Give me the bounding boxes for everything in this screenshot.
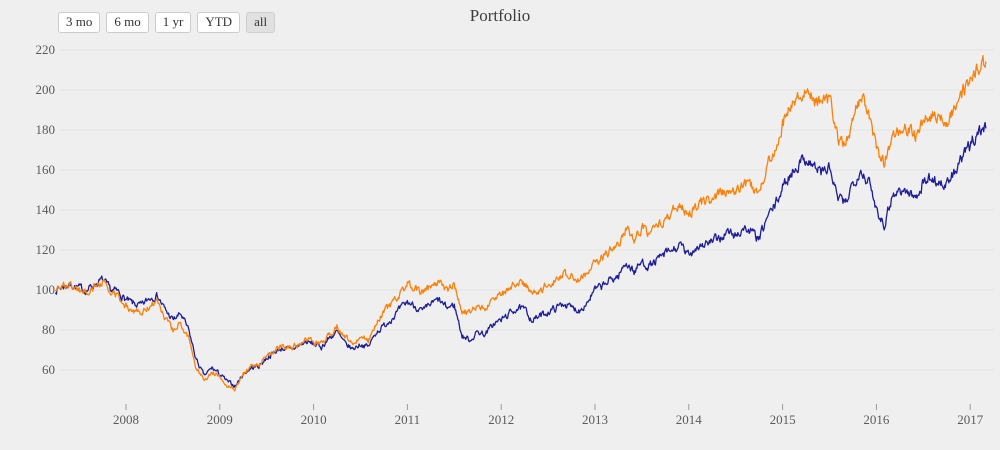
x-tick-label: 2010 (301, 412, 327, 427)
x-tick-label: 2013 (582, 412, 608, 427)
y-tick-label: 100 (36, 282, 56, 297)
x-tick-label: 2012 (488, 412, 514, 427)
range-button-ytd[interactable]: YTD (197, 12, 241, 33)
x-tick-label: 2011 (395, 412, 421, 427)
x-tick-label: 2015 (770, 412, 796, 427)
y-tick-label: 220 (36, 42, 56, 57)
x-tick-label: 2014 (676, 412, 703, 427)
y-tick-label: 120 (36, 242, 56, 257)
x-tick-label: 2017 (957, 412, 984, 427)
navy-line-series (55, 121, 987, 389)
orange-line-series (55, 54, 987, 392)
range-selector: 3 mo 6 mo 1 yr YTD all (58, 12, 276, 33)
x-tick-label: 2008 (113, 412, 139, 427)
range-button-3mo[interactable]: 3 mo (58, 12, 101, 33)
y-tick-label: 180 (36, 122, 56, 137)
chart-title: Portfolio (469, 6, 531, 25)
range-button-all[interactable]: all (246, 12, 276, 33)
y-tick-label: 80 (42, 322, 55, 337)
range-button-1yr[interactable]: 1 yr (154, 12, 192, 33)
y-tick-label: 160 (36, 162, 56, 177)
y-tick-label: 60 (42, 362, 55, 377)
x-tick-label: 2016 (863, 412, 890, 427)
y-tick-label: 200 (36, 82, 56, 97)
range-button-6mo[interactable]: 6 mo (106, 12, 149, 33)
x-tick-label: 2009 (207, 412, 233, 427)
y-tick-label: 140 (36, 202, 56, 217)
